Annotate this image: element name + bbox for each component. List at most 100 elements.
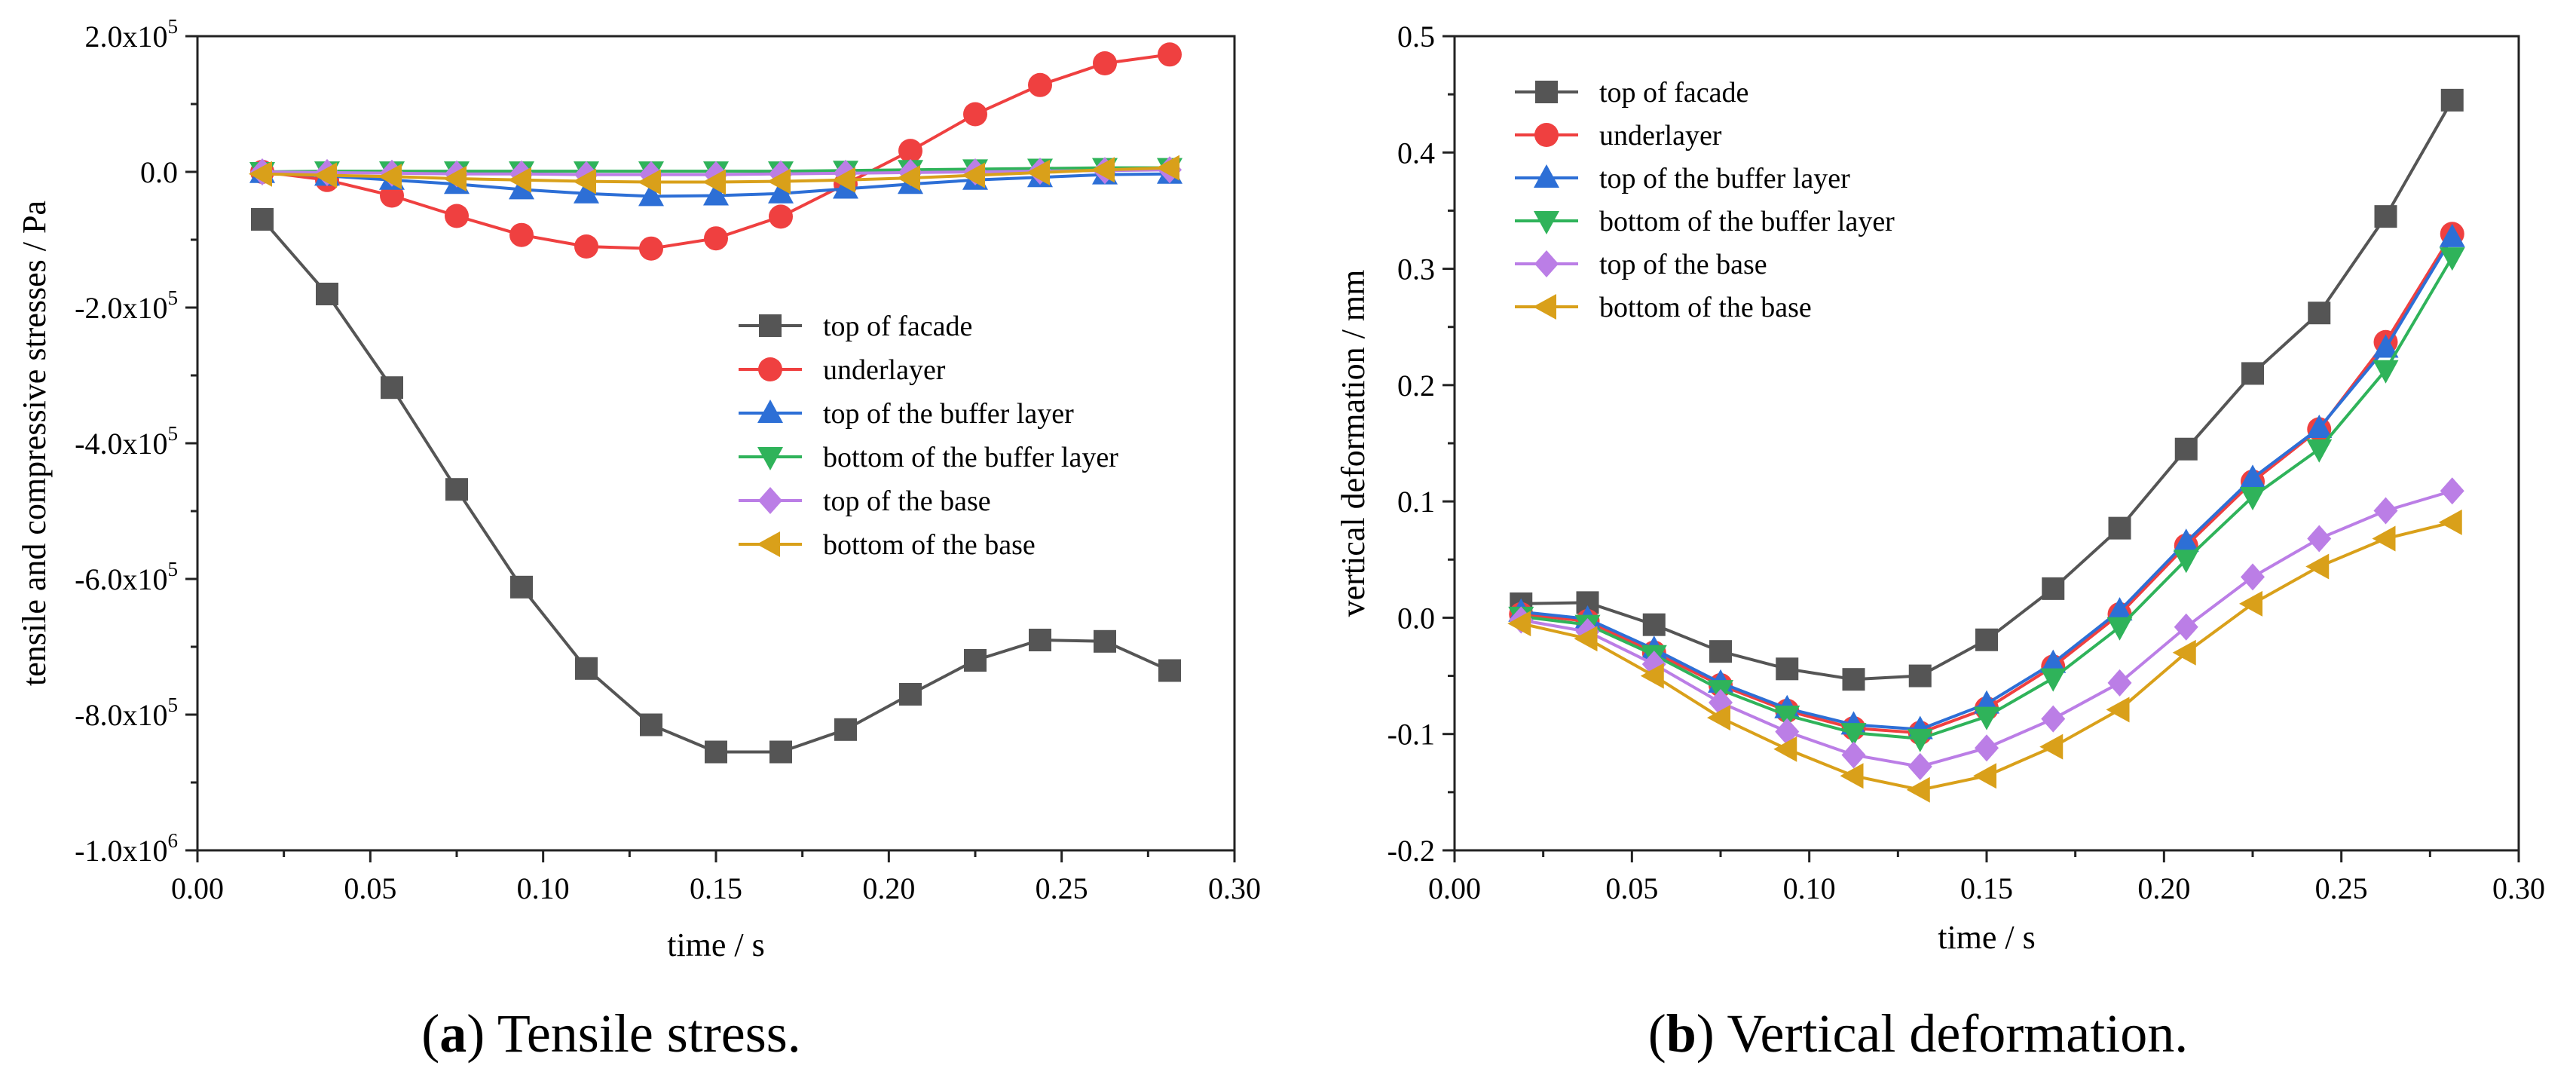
data-point [574,179,599,204]
data-point [510,575,533,599]
data-point [2107,669,2132,697]
x-tick-label: 0.00 [171,871,224,905]
caption-text: Tensile stress. [485,1003,801,1064]
data-point [1093,51,1117,75]
series-bottom-of-the-base [249,155,1179,195]
y-tick-label: -0.1 [1387,718,1435,752]
data-point [2308,302,2331,325]
legend-entry: bottom of the base [1599,292,1812,323]
x-axis-label: time / s [1938,919,2036,956]
x-tick-label: 0.20 [2137,871,2190,905]
legend-entry: underlayer [823,354,946,386]
legend-marker [1534,211,1559,234]
data-point [1841,741,1866,769]
data-point [1773,736,1797,762]
data-point [509,222,534,247]
data-point [1975,734,1999,762]
data-point [767,168,791,194]
data-point [705,740,727,764]
data-point [2040,668,2067,692]
data-point [1028,72,1052,97]
x-tick-label: 0.25 [2315,871,2368,905]
legend-entry: top of the base [1599,249,1767,280]
chart-tensile-stress: 0.00 0.05 0.10 0.15 0.20 0.25 0.30 2.0x105 0.0 -2… [16,15,1261,963]
data-point [964,649,987,672]
data-point [638,169,661,195]
legend-entry: bottom of the base [823,529,1036,561]
legend-entry: top of the buffer layer [823,398,1074,430]
data-point [381,376,403,400]
data-point [638,182,664,207]
legend-marker [758,357,782,381]
data-point [1158,42,1182,67]
data-point [1908,752,1932,780]
data-point [962,162,985,188]
data-point [1707,705,1730,731]
y-tick-label: -0.2 [1387,834,1435,868]
x-tick-label: 0.30 [2492,871,2545,905]
data-point [2108,516,2131,540]
caption-b: (b) Vertical deformation. [1648,1003,2188,1064]
caption-letter: a [439,1003,467,1064]
y-tick-label: -2.0x105 [75,286,178,325]
series-bottom-of-the-base [1507,509,2462,803]
data-point [1908,664,1932,687]
data-point [704,226,728,251]
data-point [1156,155,1179,181]
x-axis-label: time / s [667,926,765,963]
data-point [575,657,598,680]
caption-letter: b [1666,1003,1696,1064]
y-tick-label: -1.0x106 [75,829,178,868]
data-point [2042,577,2065,600]
legend-entry: top of the base [823,485,991,517]
data-point [963,102,987,127]
data-point [1640,663,1664,689]
data-point [703,182,729,206]
data-point [1774,706,1800,730]
legend: top of facade underlayer top of the buffer… [739,311,1118,561]
data-point [1029,629,1051,651]
data-point [2373,497,2398,525]
data-point [445,478,468,501]
x-tick-label: 0.20 [862,871,915,905]
data-point [2241,563,2265,591]
legend-marker [759,314,782,337]
data-point [2106,597,2133,621]
data-point [509,176,534,200]
data-point [2440,477,2464,505]
y-tick-label: -6.0x105 [75,558,178,596]
x-tick-label: 0.15 [690,871,742,905]
data-point [1642,613,1666,636]
legend-entry: bottom of the buffer layer [823,442,1118,473]
data-point [316,283,338,305]
data-point [834,718,857,741]
y-tick-label: 0.4 [1397,136,1435,170]
data-point [574,234,598,259]
data-point [769,204,793,229]
data-point [2174,613,2198,641]
data-point [2439,247,2465,271]
x-tick-label: 0.10 [517,871,570,905]
legend-entry: top of facade [823,311,972,342]
y-tick-label: 0.1 [1397,485,1435,519]
legend-marker [1534,164,1559,188]
legend-entry: bottom of the buffer layer [1599,206,1895,237]
data-point [508,167,531,193]
data-point [1709,640,1732,663]
data-point [2440,88,2464,112]
y-tick-label: 2.0x105 [85,15,179,54]
legend-marker [1534,250,1559,277]
data-point [769,740,792,764]
data-point [2239,590,2262,617]
data-point [899,683,922,706]
data-point [2374,205,2397,228]
y-tick-label: 0.0 [140,155,178,189]
legend-marker [758,487,782,514]
data-point [832,167,855,193]
data-point [251,208,274,231]
data-point [2438,509,2462,535]
data-point [640,713,662,736]
legend-marker [757,400,783,423]
data-point [2106,617,2133,641]
